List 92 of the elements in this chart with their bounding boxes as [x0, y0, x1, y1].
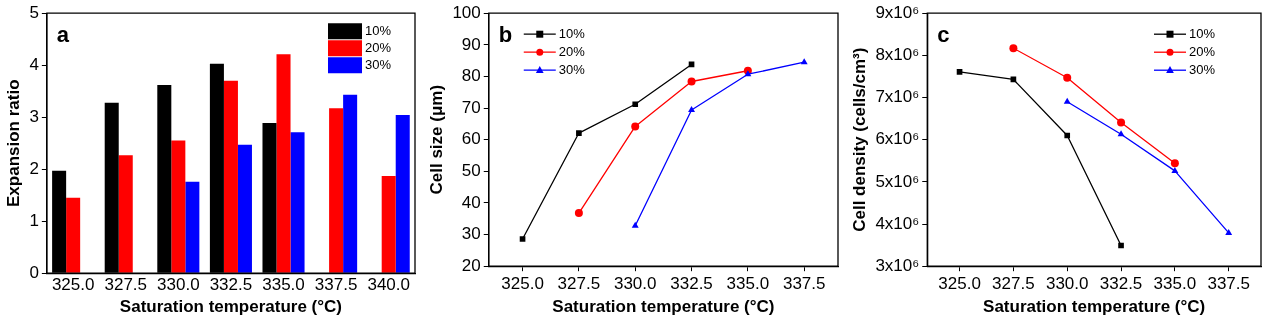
x-tick-label: 332.5 — [670, 274, 713, 294]
x-tick-label: 340.0 — [367, 275, 410, 295]
bar — [171, 140, 186, 273]
legend-label: 30% — [365, 57, 392, 73]
point — [631, 221, 639, 228]
point — [956, 68, 963, 75]
x-tick-label: 337.5 — [782, 274, 826, 294]
x-tick-label: 330.0 — [613, 274, 657, 294]
point — [632, 101, 639, 108]
point — [574, 209, 583, 218]
legend-label: 20% — [558, 43, 586, 59]
annotation: b — [498, 22, 513, 48]
bar — [118, 155, 133, 273]
y-tick-label: 4x10⁶ — [875, 213, 920, 233]
legend-label: 10% — [365, 23, 392, 39]
y-tick-label: 8x10⁶ — [875, 45, 920, 65]
bar — [395, 115, 410, 273]
bar — [276, 54, 291, 273]
bar — [223, 80, 238, 273]
point — [1063, 97, 1071, 104]
bar — [185, 181, 200, 273]
x-tick-label: 335.0 — [262, 275, 305, 295]
x-axis-title: Saturation temperature (°C) — [119, 297, 343, 317]
point — [1117, 118, 1126, 127]
y-axis-title: Cell density (cells/cm³) — [849, 47, 869, 232]
y-axis-title: Expansion ratio — [3, 79, 23, 207]
y-tick-label: 1 — [29, 210, 39, 230]
point — [800, 58, 808, 65]
x-tick-label: 332.5 — [209, 275, 253, 295]
point — [1063, 73, 1072, 82]
y-axis-title: Cell size (μm) — [426, 84, 446, 195]
x-tick-label: 332.5 — [1099, 274, 1143, 294]
y-tick-label: 20 — [461, 255, 481, 275]
y-tick-label: 30 — [461, 224, 481, 244]
point — [1171, 166, 1179, 173]
bar — [343, 94, 358, 273]
x-tick-label: 330.0 — [157, 275, 200, 295]
bar — [329, 108, 344, 273]
point — [1117, 130, 1125, 137]
legend-label: 10% — [558, 25, 586, 41]
point — [1225, 228, 1233, 235]
y-tick-label: 3x10⁶ — [875, 255, 920, 275]
point — [576, 130, 582, 136]
y-tick-label: 3 — [29, 106, 39, 126]
y-tick-label: 9x10⁶ — [875, 2, 920, 22]
y-tick-label: 4 — [29, 54, 39, 74]
annotation: a — [56, 22, 70, 48]
legend-label: 30% — [1189, 61, 1216, 77]
y-tick-label: 60 — [461, 129, 481, 149]
y-tick-label: 0 — [29, 262, 39, 282]
point — [687, 77, 696, 86]
point — [1064, 132, 1071, 139]
y-tick-label: 7x10⁶ — [875, 87, 920, 107]
x-tick-label: 325.0 — [938, 274, 981, 294]
x-tick-label: 327.5 — [992, 274, 1035, 294]
y-tick-label: 70 — [461, 97, 481, 117]
point — [519, 236, 526, 242]
x-tick-label: 327.5 — [104, 275, 148, 295]
x-axis-title: Saturation temperature (°C) — [983, 297, 1206, 317]
x-tick-label: 337.5 — [314, 275, 358, 295]
bar — [381, 175, 396, 273]
bar — [237, 144, 252, 273]
y-tick-label: 5x10⁶ — [875, 171, 920, 191]
bar — [66, 197, 81, 273]
point — [631, 122, 640, 131]
x-tick-label: 325.0 — [501, 274, 544, 294]
y-tick-label: 80 — [461, 66, 481, 86]
point — [688, 105, 696, 112]
point — [1170, 159, 1179, 168]
x-tick-label: 327.5 — [557, 274, 601, 294]
x-tick-label: 335.0 — [726, 274, 770, 294]
legend-label: 30% — [558, 61, 586, 77]
legend-label: 20% — [365, 40, 392, 56]
x-axis-title: Saturation temperature (°C) — [552, 297, 775, 317]
y-tick-label: 2 — [29, 158, 39, 178]
x-tick-label: 330.0 — [1045, 274, 1089, 294]
point — [744, 70, 752, 77]
point — [1009, 44, 1018, 53]
x-tick-label: 325.0 — [51, 275, 95, 295]
y-tick-label: 90 — [461, 34, 481, 54]
legend-label: 10% — [1189, 25, 1216, 41]
legend-label: 20% — [1189, 43, 1216, 59]
annotation: c — [937, 22, 950, 48]
y-tick-label: 5 — [29, 2, 39, 22]
y-tick-label: 100 — [452, 2, 481, 22]
y-tick-label: 50 — [461, 161, 481, 181]
x-tick-label: 337.5 — [1207, 274, 1250, 294]
y-tick-label: 6x10⁶ — [875, 129, 920, 149]
point — [1118, 242, 1124, 249]
bar — [290, 132, 305, 273]
y-tick-label: 40 — [461, 192, 481, 212]
x-tick-label: 335.0 — [1153, 274, 1197, 294]
